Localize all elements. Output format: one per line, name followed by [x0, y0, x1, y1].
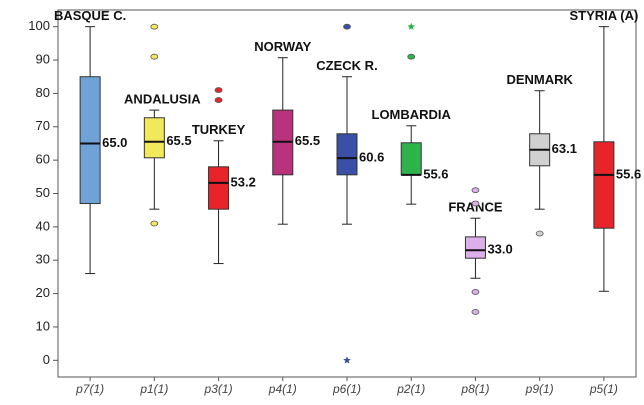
- y-tick-label: 50: [36, 185, 50, 200]
- y-tick-label: 60: [36, 152, 50, 167]
- group-label: FRANCE: [448, 200, 502, 215]
- y-tick-label: 70: [36, 118, 50, 133]
- median-label: 65.5: [295, 133, 320, 148]
- outlier: [535, 230, 544, 237]
- group-label: STYRIA (A): [569, 8, 638, 23]
- median-label: 53.2: [231, 174, 256, 189]
- group-label: ANDALUSIA: [124, 92, 201, 107]
- y-tick-label: 80: [36, 85, 50, 100]
- x-tick-label: p1(1): [139, 382, 168, 396]
- x-tick-label: p9(1): [525, 382, 554, 396]
- outlier: [214, 87, 223, 93]
- median-label: 65.0: [102, 135, 127, 150]
- median-label: 65.5: [166, 133, 191, 148]
- box: [593, 141, 615, 229]
- outlier-star: [407, 22, 415, 30]
- outlier-star: [343, 356, 351, 364]
- median-label: 55.6: [616, 166, 641, 181]
- outlier: [471, 200, 480, 207]
- outlier: [150, 23, 159, 30]
- y-tick-label: 20: [36, 285, 50, 300]
- x-tick-label: p6(1): [332, 382, 361, 396]
- group-label: LOMBARDIA: [372, 107, 452, 122]
- box: [336, 133, 358, 176]
- median-label: 55.6: [423, 166, 448, 181]
- group-label: CZECK R.: [316, 58, 377, 73]
- outlier: [471, 309, 480, 315]
- box: [464, 236, 486, 259]
- x-tick-label: p2(1): [396, 382, 425, 396]
- outlier: [471, 187, 480, 194]
- group-label: DENMARK: [506, 72, 573, 87]
- y-tick-label: 40: [36, 218, 50, 233]
- outlier: [407, 53, 416, 60]
- group-label: NORWAY: [254, 39, 311, 54]
- group-label: TURKEY: [192, 122, 246, 137]
- box: [208, 166, 230, 210]
- box: [79, 76, 101, 205]
- y-tick-label: 30: [36, 252, 50, 267]
- x-tick-label: p7(1): [75, 382, 104, 396]
- y-tick-label: 100: [28, 18, 50, 33]
- median-label: 63.1: [552, 141, 577, 156]
- median-label: 33.0: [487, 242, 512, 257]
- outlier: [214, 97, 223, 103]
- y-tick-label: 0: [43, 352, 50, 367]
- x-tick-label: p4(1): [268, 382, 297, 396]
- group-label: BASQUE C.: [54, 8, 126, 23]
- box: [143, 117, 165, 159]
- outlier: [150, 53, 159, 60]
- outlier: [471, 289, 480, 295]
- outlier: [343, 23, 351, 30]
- y-tick-label: 90: [36, 51, 50, 66]
- x-tick-label: p5(1): [589, 382, 618, 396]
- x-tick-label: p8(1): [460, 382, 489, 396]
- outlier: [150, 220, 159, 227]
- y-tick-label: 10: [36, 318, 50, 333]
- box: [400, 142, 422, 176]
- median-label: 60.6: [359, 150, 384, 165]
- x-tick-label: p3(1): [204, 382, 233, 396]
